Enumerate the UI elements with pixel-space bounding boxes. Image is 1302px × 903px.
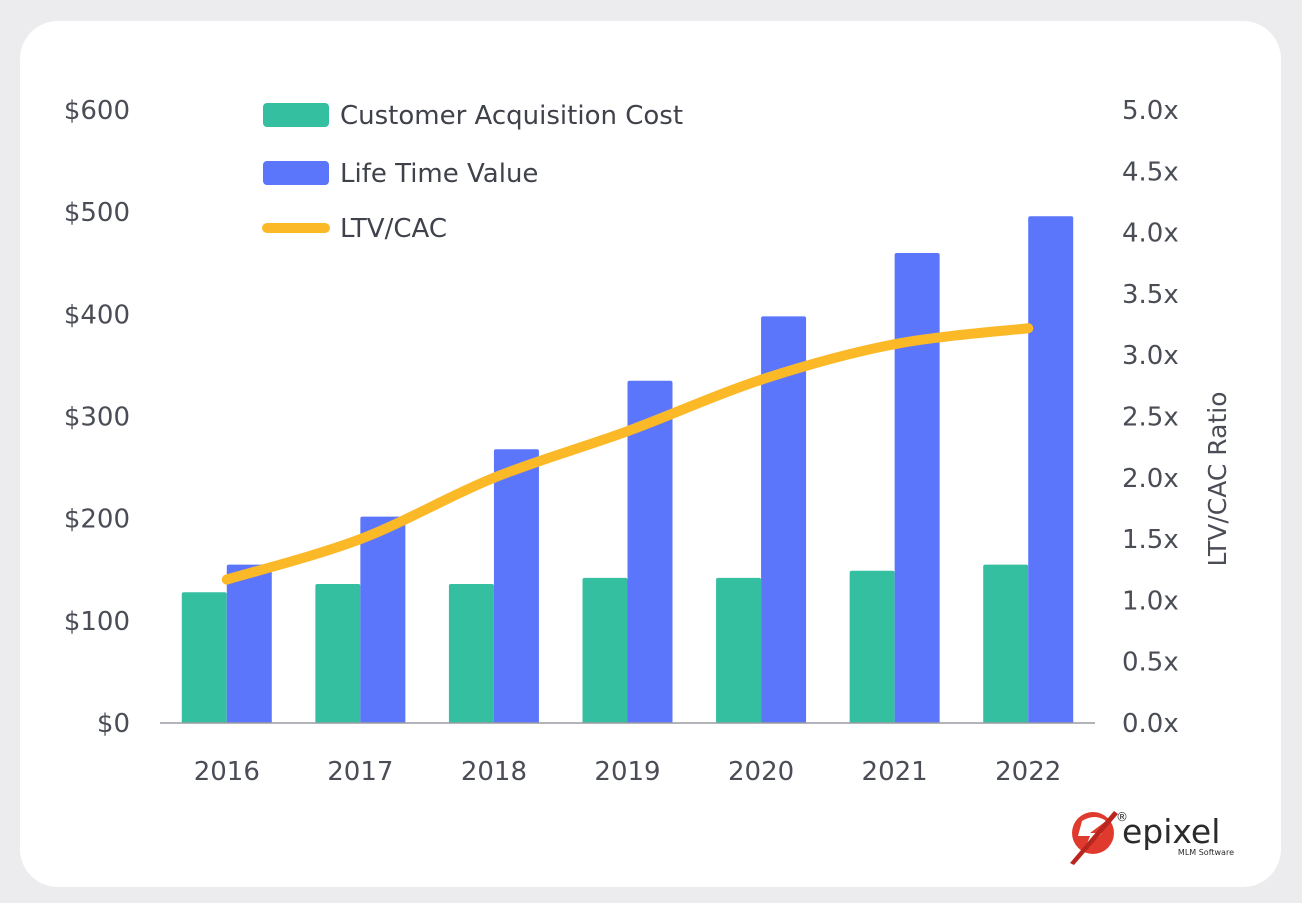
legend-swatch-life-time-value xyxy=(263,161,329,185)
legend-label-customer-acquisition-cost: Customer Acquisition Cost xyxy=(340,101,683,131)
x-tick-label: 2019 xyxy=(594,757,660,787)
y-left-tick-labels: $0 $100 $200 $300 $400 $500 $600 xyxy=(64,96,130,739)
ltv-cac-point-2022 xyxy=(1023,323,1034,334)
y-right-tick-label: 0.0x xyxy=(1122,709,1179,739)
bar-life-time-value-2018 xyxy=(493,449,539,723)
x-tick-label: 2018 xyxy=(461,757,527,787)
y-left-tick-label: $300 xyxy=(64,403,130,433)
x-tick-label: 2022 xyxy=(995,757,1061,787)
bar-life-time-value-2019 xyxy=(627,380,673,723)
bar-customer-acquisition-cost-2017 xyxy=(315,584,361,723)
ltv-cac-point-2017 xyxy=(355,534,366,545)
bar-life-time-value-2016 xyxy=(226,564,272,723)
ltv-cac-point-2020 xyxy=(756,374,767,385)
right-axis-title: LTV/CAC Ratio xyxy=(1203,392,1232,567)
bar-customer-acquisition-cost-2022 xyxy=(983,564,1029,723)
y-left-tick-label: $0 xyxy=(97,709,130,739)
bar-life-time-value-2020 xyxy=(761,316,807,723)
bar-customer-acquisition-cost-2018 xyxy=(448,584,494,723)
legend-label-life-time-value: Life Time Value xyxy=(340,159,538,189)
legend-swatch-customer-acquisition-cost xyxy=(263,103,329,127)
logo-tagline: MLM Software xyxy=(1178,848,1234,857)
epixel-logo-icon xyxy=(1070,811,1118,865)
y-left-tick-label: $100 xyxy=(64,607,130,637)
ltv-cac-point-2016 xyxy=(221,574,232,585)
x-tick-label: 2016 xyxy=(194,757,260,787)
y-right-tick-label: 3.5x xyxy=(1122,280,1179,310)
chart-card: $0 $100 $200 $300 $400 $500 $600 0.0x 0.5x 1.0x 1… xyxy=(20,21,1281,887)
x-tick-label: 2017 xyxy=(327,757,393,787)
x-tick-labels: 2016 2017 2018 2019 2020 2021 2022 xyxy=(194,757,1062,787)
y-left-tick-label: $200 xyxy=(64,505,130,535)
bar-customer-acquisition-cost-2019 xyxy=(582,577,628,723)
ltv-cac-line-group xyxy=(221,323,1034,585)
y-right-tick-label: 5.0x xyxy=(1122,96,1179,126)
y-right-tick-label: 4.0x xyxy=(1122,219,1179,249)
bar-customer-acquisition-cost-2016 xyxy=(181,592,227,723)
y-left-tick-label: $500 xyxy=(64,198,130,228)
bar-life-time-value-2022 xyxy=(1028,216,1074,723)
y-right-tick-labels: 0.0x 0.5x 1.0x 1.5x 2.0x 2.5x 3.0x 3.5x 4.0x 4.5x… xyxy=(1122,96,1179,739)
legend: Customer Acquisition Cost Life Time Value… xyxy=(262,101,683,244)
bar-customer-acquisition-cost-2021 xyxy=(849,570,895,723)
ltv-cac-point-2021 xyxy=(889,339,900,350)
legend-label-ltv-cac: LTV/CAC xyxy=(340,214,447,244)
y-right-tick-label: 2.0x xyxy=(1122,464,1179,494)
y-left-tick-label: $400 xyxy=(64,300,130,330)
y-right-tick-label: 0.5x xyxy=(1122,648,1179,678)
y-right-tick-label: 4.5x xyxy=(1122,157,1179,187)
logo-registered-mark: ® xyxy=(1116,810,1128,824)
bar-life-time-value-2017 xyxy=(360,516,406,723)
y-right-tick-label: 1.5x xyxy=(1122,525,1179,555)
x-tick-label: 2020 xyxy=(728,757,794,787)
x-tick-label: 2021 xyxy=(862,757,928,787)
epixel-logo: ® epixel MLM Software xyxy=(1070,810,1234,865)
y-right-tick-label: 1.0x xyxy=(1122,586,1179,616)
ltv-cac-point-2019 xyxy=(622,426,633,437)
bar-customer-acquisition-cost-2020 xyxy=(716,577,762,723)
bar-life-time-value-2021 xyxy=(894,253,940,724)
y-right-tick-label: 2.5x xyxy=(1122,403,1179,433)
logo-wordmark: epixel xyxy=(1122,812,1220,851)
y-left-tick-label: $600 xyxy=(64,96,130,126)
chart-svg: $0 $100 $200 $300 $400 $500 $600 0.0x 0.5x 1.0x 1… xyxy=(64,96,1234,865)
bars-group xyxy=(181,216,1074,724)
y-right-tick-label: 3.0x xyxy=(1122,341,1179,371)
ltv-cac-point-2018 xyxy=(488,472,499,483)
